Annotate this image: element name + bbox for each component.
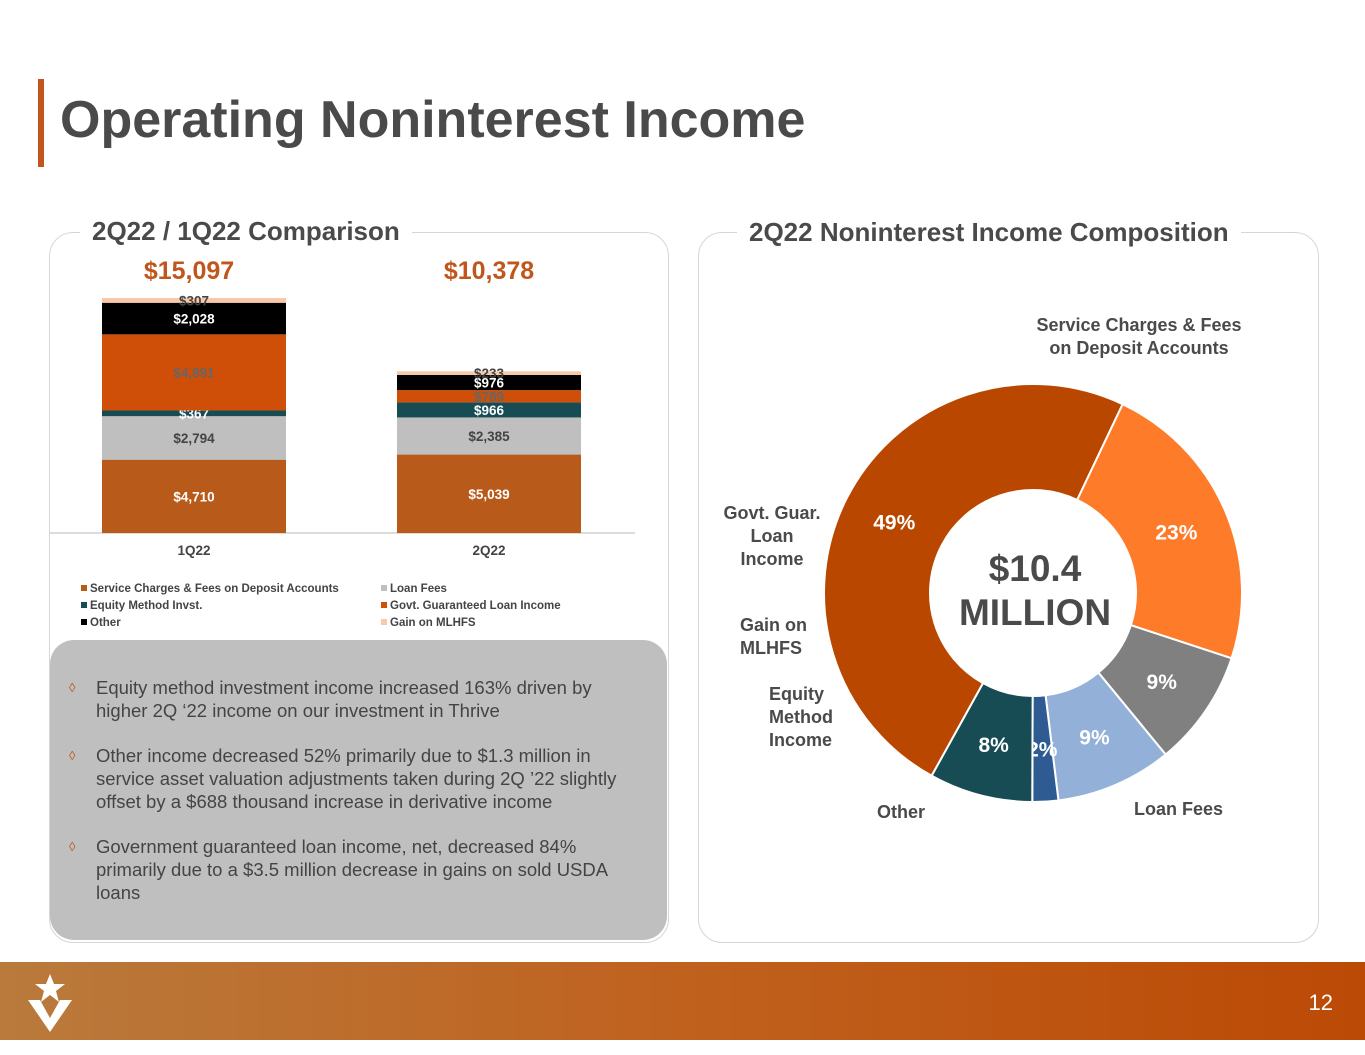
x-tick-label: 1Q22: [177, 543, 210, 558]
notes-box: ◊ Equity method investment income increa…: [50, 640, 667, 940]
donut-label-loan-fees: Loan Fees: [1134, 799, 1224, 819]
bar-segment-govt-guaranteed-loan-income-1q22: [102, 334, 286, 411]
legend-item-govt-guaranteed-loan-income: Govt. Guaranteed Loan Income: [381, 600, 561, 612]
bar-data-label: $966: [474, 403, 505, 418]
legend-item-gain-on-mlhfs: Gain on MLHFS: [381, 617, 476, 629]
bar-data-label: $307: [179, 293, 209, 308]
legend-label: Govt. Guaranteed Loan Income: [390, 600, 561, 612]
bar-segment-other-2q22: [397, 374, 581, 391]
bar-segment-service-charges-fees-on-deposit-accounts-2q22: [397, 454, 581, 533]
donut-label-gain-on-mlhfs: Gain on MLHFS: [740, 615, 807, 658]
legend-label: Service Charges & Fees on Deposit Accoun…: [90, 583, 339, 595]
donut-percent-label: 8%: [978, 734, 1009, 757]
donut-percent-label: 9%: [1079, 726, 1110, 749]
donut-center-unit: MILLION: [958, 592, 1112, 633]
footer-bar: 12: [0, 962, 1365, 1040]
legend-item-loan-fees: Loan Fees: [381, 583, 447, 595]
bar-data-label: $2,385: [468, 429, 510, 444]
stacked-bar-chart: $4,710$2,794$367$4,891$2,028$3071Q22$5,0…: [50, 293, 635, 558]
bar-segment-service-charges-fees-on-deposit-accounts-1q22: [102, 459, 286, 533]
total-1q22: $15,097: [143, 257, 235, 285]
legend-swatch: [81, 619, 87, 625]
legend-label: Other: [90, 617, 121, 629]
legend-swatch: [81, 602, 87, 608]
diamond-bullet-icon: ◊: [69, 839, 76, 854]
legend-item-other: Other: [81, 617, 121, 629]
bar-data-label: $5,039: [468, 487, 509, 502]
bar-segment-gain-on-mlhfs-1q22: [102, 298, 286, 303]
donut-slice-service-charges-fees-on-deposit-accounts: [823, 383, 1124, 778]
total-2q22: $10,378: [443, 257, 535, 285]
donut-label-equity-method-income: Equity Method Income: [769, 684, 833, 750]
bar-segment-loan-fees-1q22: [102, 416, 286, 460]
donut-slice-loan-fees: [1075, 402, 1243, 660]
donut-chart: 49% 23% 9% 9% 2% 8%: [823, 383, 1243, 804]
donut-label-govt-guar-loan-income: Govt. Guar. Loan Income: [723, 503, 821, 569]
x-tick-label: 2Q22: [472, 543, 505, 558]
bar-data-label: $2,028: [173, 312, 215, 327]
title-accent-bar: [38, 79, 44, 167]
donut-percent-label: 23%: [1155, 522, 1197, 545]
note-item: ◊ Equity method investment income increa…: [69, 676, 641, 722]
legend-swatch: [381, 619, 387, 625]
note-item: ◊ Other income decreased 52% primarily d…: [69, 744, 641, 813]
bar-data-label: $976: [474, 376, 505, 391]
legend-swatch: [381, 602, 387, 608]
bar-segment-equity-method-invst-1q22: [102, 410, 286, 417]
note-text: Other income decreased 52% primarily due…: [96, 745, 617, 812]
legend-item-service-charges-fees-on-deposit-accounts: Service Charges & Fees on Deposit Accoun…: [81, 583, 339, 595]
note-item: ◊ Government guaranteed loan income, net…: [69, 835, 641, 904]
company-logo-icon: [28, 974, 72, 1032]
legend-item-equity-method-invst: Equity Method Invst.: [81, 600, 202, 612]
bar-data-label: $233: [474, 366, 505, 381]
page-number: 12: [1308, 990, 1333, 1015]
bar-data-label: $4,710: [173, 489, 214, 504]
legend-label: Gain on MLHFS: [390, 617, 476, 629]
donut-slice-govt-guar-loan-income: [930, 681, 1034, 804]
donut-center-value: $10.4: [988, 548, 1082, 589]
bar-segment-equity-method-invst-2q22: [397, 402, 581, 418]
note-text: Equity method investment income increase…: [96, 677, 592, 721]
donut-percent-label: 9%: [1147, 671, 1178, 694]
diamond-bullet-icon: ◊: [69, 680, 76, 695]
comparison-panel-title: 2Q22 / 1Q22 Comparison: [80, 216, 412, 247]
donut-percent-label: 2%: [1027, 739, 1058, 762]
bar-segment-govt-guaranteed-loan-income-2q22: [397, 390, 581, 403]
composition-panel-title: 2Q22 Noninterest Income Composition: [737, 217, 1241, 248]
diamond-bullet-icon: ◊: [69, 748, 76, 763]
legend-label: Loan Fees: [390, 583, 447, 595]
legend-swatch: [381, 585, 387, 591]
legend-label: Equity Method Invst.: [90, 600, 203, 612]
donut-label-other: Other: [877, 802, 926, 822]
bar-segment-loan-fees-2q22: [397, 417, 581, 455]
bar-data-label: $4,891: [173, 365, 215, 380]
legend-swatch: [81, 585, 87, 591]
bar-data-label: $789: [474, 389, 504, 404]
page-title: Operating Noninterest Income: [60, 91, 806, 149]
bar-segment-other-1q22: [102, 302, 286, 335]
donut-label-service-charges-fees-on-deposit-accounts: Service Charges & Fees on Deposit Account…: [1036, 315, 1242, 358]
bar-segment-gain-on-mlhfs-2q22: [397, 371, 581, 375]
note-text: Government guaranteed loan income, net, …: [96, 836, 608, 903]
bar-data-label: $2,794: [173, 431, 215, 446]
donut-percent-label: 49%: [873, 512, 915, 535]
